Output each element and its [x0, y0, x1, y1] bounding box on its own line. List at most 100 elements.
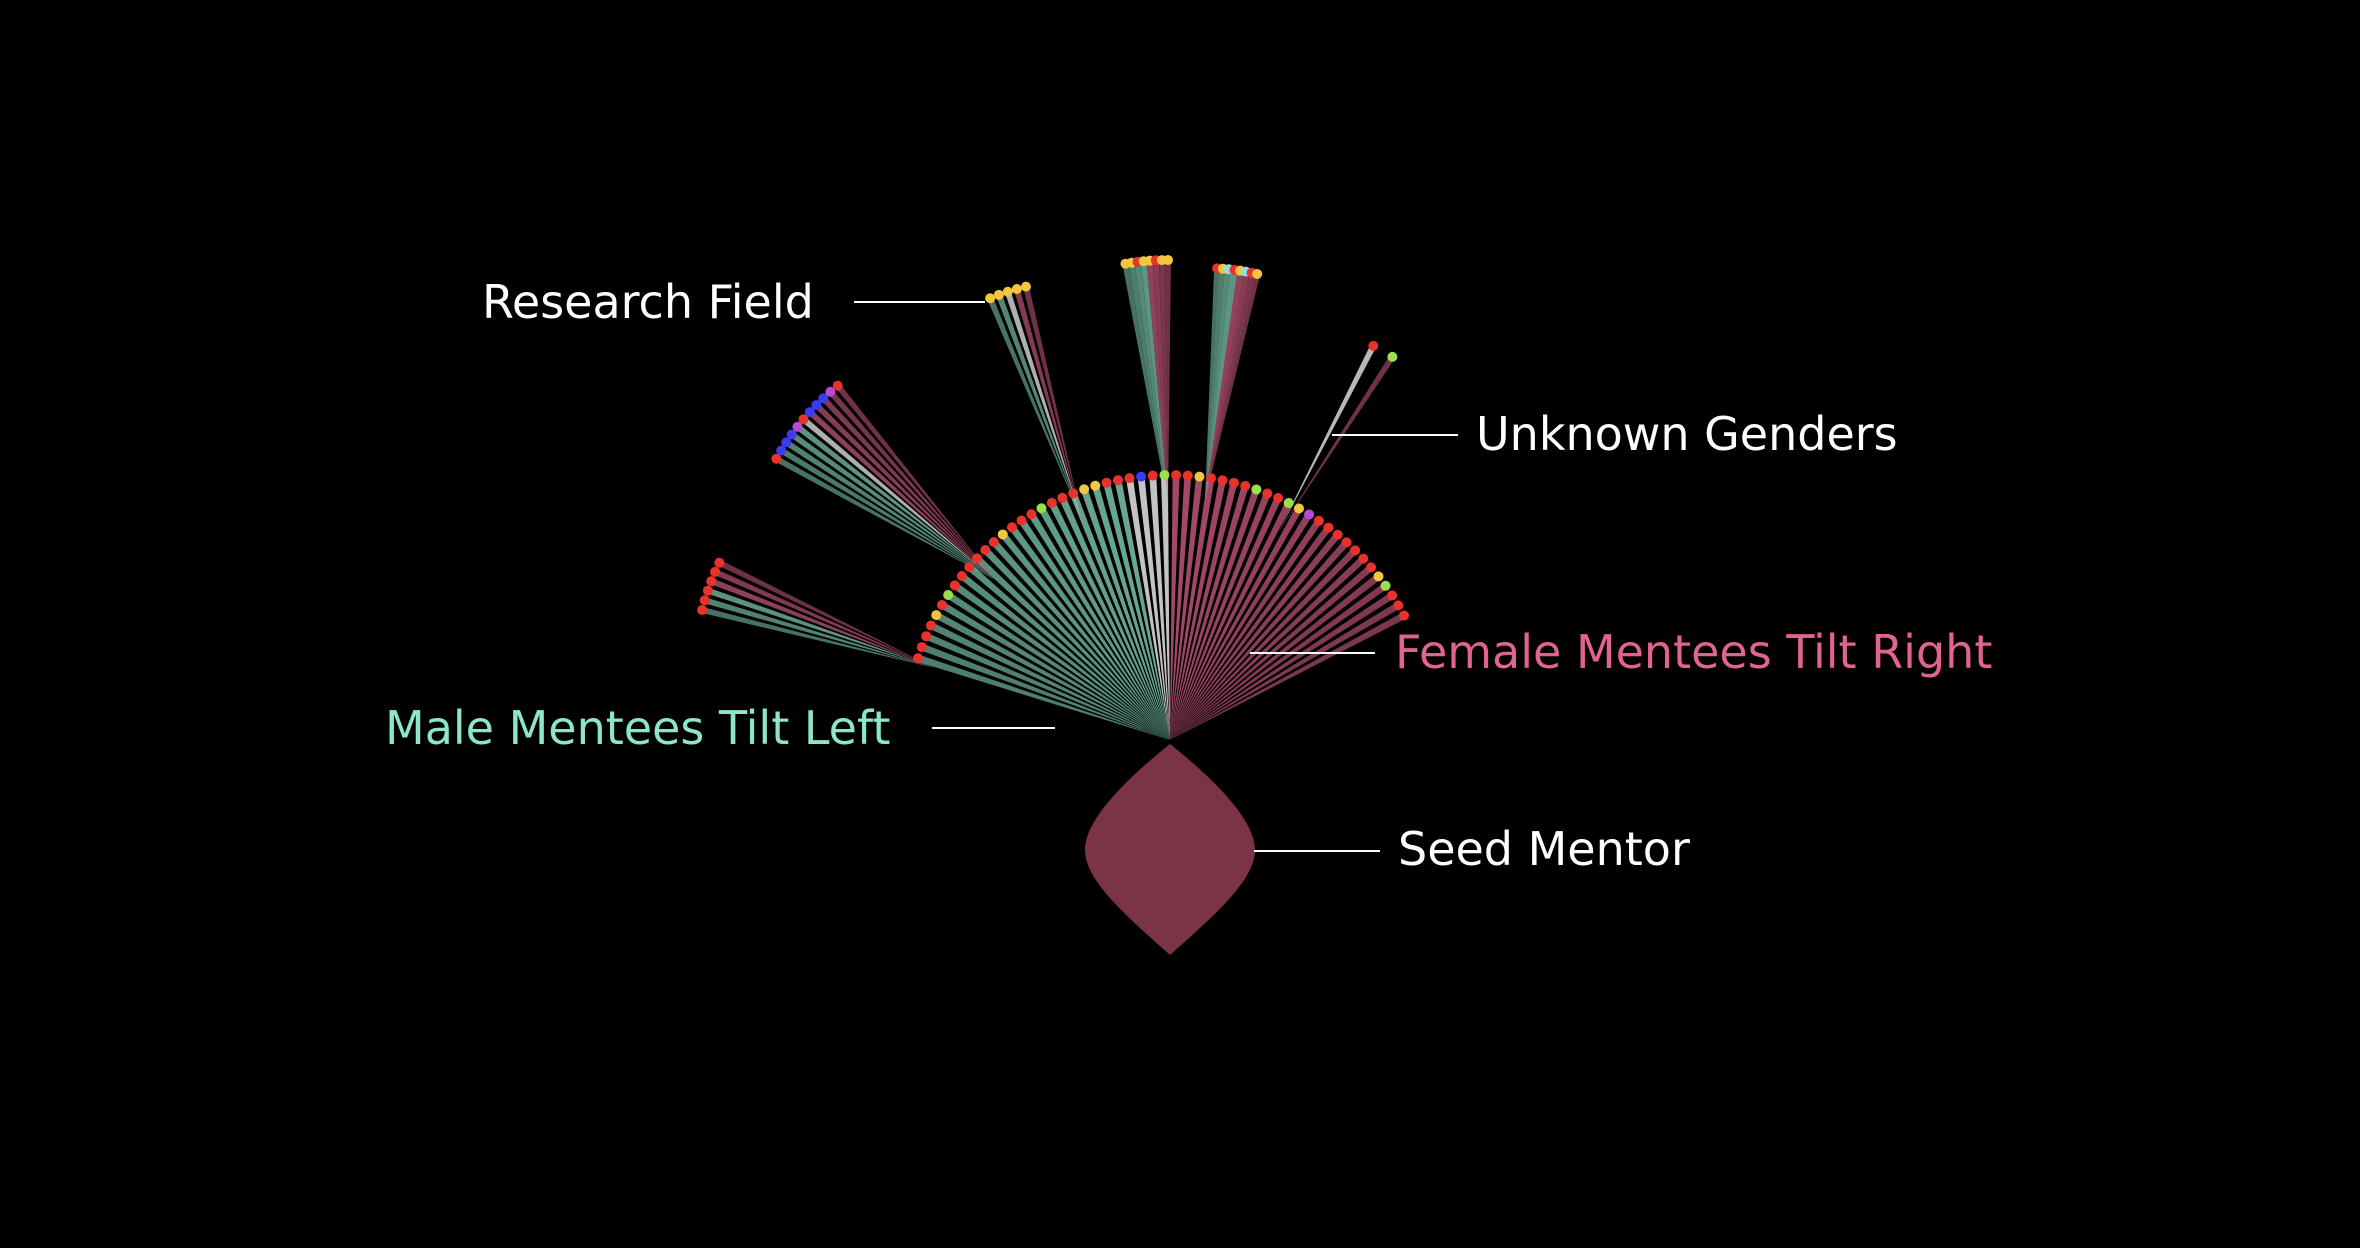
mentee-edge: [1170, 496, 1282, 740]
mentee-node: [776, 445, 787, 456]
sub-mentee-edge: [987, 297, 1082, 520]
sub-mentee-edge: [1158, 260, 1168, 505]
mentee-node: [710, 566, 721, 577]
mentee-edge: [1009, 525, 1170, 740]
mentee-nodes: [697, 255, 1409, 664]
mentee-edge: [1170, 481, 1238, 740]
mentee-edge: [934, 612, 1170, 740]
sub-mentee-edge: [821, 396, 995, 580]
mentee-node: [798, 414, 809, 425]
mentee-node: [1341, 537, 1352, 548]
mentee-node: [1283, 498, 1294, 509]
mentee-edge: [952, 582, 1170, 740]
mentee-edge: [916, 654, 1170, 740]
mentee-node: [1350, 545, 1361, 556]
mentee-node: [706, 576, 717, 587]
mentee-edge: [1170, 474, 1180, 740]
mentee-node: [1273, 493, 1284, 504]
mentee-node: [912, 653, 923, 664]
sub-mentee-edge: [1146, 260, 1168, 505]
mentee-edge: [1170, 556, 1366, 740]
mentee-node: [1206, 473, 1217, 484]
mentee-edge: [940, 601, 1170, 740]
mentee-edge: [1080, 488, 1170, 740]
mentee-edge: [991, 539, 1170, 740]
mentee-node: [1252, 268, 1263, 279]
mentee-edge: [1091, 484, 1170, 740]
seed-mentor-shape: [1085, 744, 1255, 955]
mentee-edge: [920, 643, 1170, 740]
mentee-node: [1147, 470, 1158, 481]
sub-mentee-edge: [1205, 272, 1255, 500]
sub-mentee-edge: [1152, 260, 1168, 505]
mentee-node: [1387, 590, 1398, 601]
mentee-edge: [1170, 475, 1192, 740]
mentee-edge: [966, 564, 1170, 740]
mentee-node: [1380, 580, 1391, 591]
unknown-genders-label: Unknown Genders: [1476, 407, 1898, 461]
mentee-edge: [1170, 612, 1406, 740]
mentee-node: [1020, 281, 1031, 292]
mentee-edge: [1170, 501, 1292, 740]
female-mentees-label: Female Mentees Tilt Right: [1395, 625, 1992, 679]
mentee-node: [1332, 529, 1343, 540]
mentee-edge: [1170, 547, 1358, 740]
mentee-edge: [974, 555, 1170, 740]
mentee-node: [949, 580, 960, 591]
mentee-node: [1079, 484, 1090, 495]
mentee-node: [964, 562, 975, 573]
mentee-node: [1194, 471, 1205, 482]
mentee-node: [1112, 475, 1123, 486]
mentee-edge: [982, 547, 1170, 740]
mentee-edge: [1170, 476, 1203, 740]
seed-mentor-label: Seed Mentor: [1398, 822, 1690, 876]
sub-mentee-edge: [835, 383, 995, 580]
mentee-edge: [959, 573, 1170, 740]
sub-mentee-edge: [828, 389, 995, 580]
mentee-node: [1323, 522, 1334, 533]
mentee-node: [1016, 515, 1027, 526]
mentee-node: [1228, 477, 1239, 488]
mentee-node: [697, 604, 708, 615]
mentee-edge: [1126, 477, 1170, 740]
mentee-edge: [1170, 532, 1341, 740]
mentee-edge: [1170, 492, 1271, 740]
sub-mentee-edge: [1122, 263, 1168, 505]
mentee-node: [1057, 492, 1068, 503]
sub-mentee-edge: [1134, 261, 1168, 505]
mentee-edge: [1137, 476, 1170, 740]
leader-lines: [854, 301, 1458, 852]
sub-mentee-edge: [1140, 260, 1168, 505]
sub-mentee-edge: [1165, 260, 1171, 505]
mentee-node: [1006, 522, 1017, 533]
mentee-node: [925, 620, 936, 631]
mentee-edge: [1170, 573, 1381, 740]
sub-mentee-edge: [1278, 355, 1395, 533]
sub-mentee-edge: [774, 456, 995, 580]
mentee-node: [1101, 477, 1112, 488]
sub-mentee-edge: [706, 587, 935, 668]
mentee-node: [1387, 351, 1398, 362]
mentee-node: [1294, 503, 1305, 514]
mentee-node: [972, 553, 983, 564]
mentee-edge: [1170, 592, 1395, 740]
mentee-node: [1036, 503, 1047, 514]
mentee-node: [786, 429, 797, 440]
mentee-edge: [946, 592, 1170, 740]
mentee-node: [792, 421, 803, 432]
mentee-edge: [1170, 525, 1332, 740]
sub-mentee-edge: [1128, 262, 1168, 505]
mentee-node: [1124, 473, 1135, 484]
sub-mentee-edge: [710, 578, 935, 668]
mentee-node: [1240, 480, 1251, 491]
mentee-node: [1182, 470, 1193, 481]
mentee-node: [699, 595, 710, 606]
mentee-node: [1026, 509, 1037, 520]
sub-mentee-edge: [784, 439, 995, 580]
mentee-node: [1368, 340, 1379, 351]
mentee-node: [832, 380, 843, 391]
mentee-edge: [1170, 582, 1388, 740]
sub-mentee-edge: [701, 607, 935, 668]
mentee-node: [916, 642, 927, 653]
mentee-node: [1159, 470, 1170, 481]
